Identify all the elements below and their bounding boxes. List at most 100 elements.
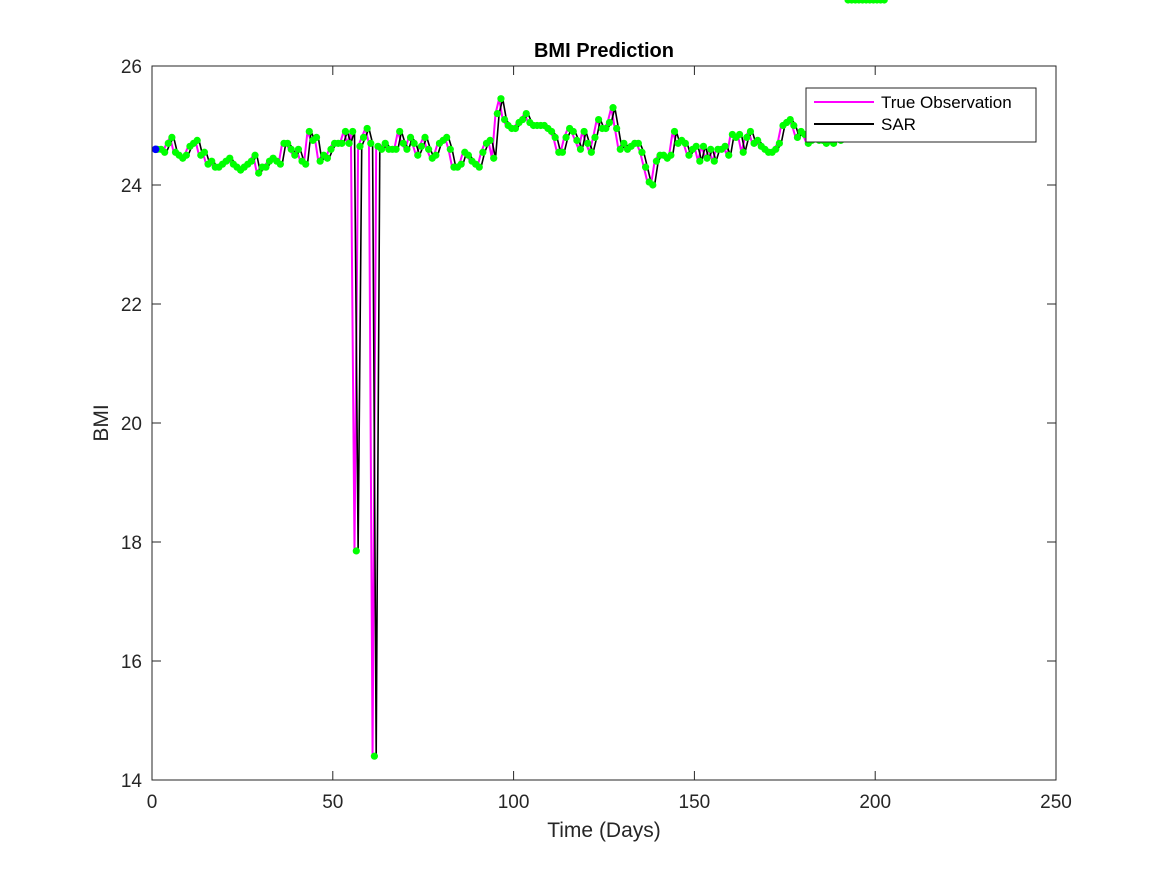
data-point-marker: [341, 127, 350, 136]
data-point-marker: [609, 104, 617, 112]
data-point-marker: [638, 148, 646, 156]
y-tick-label: 22: [121, 295, 142, 316]
data-point-marker: [414, 151, 422, 159]
data-point-marker: [208, 157, 216, 165]
legend-box: [805, 87, 1037, 143]
data-point-marker: [363, 124, 371, 133]
data-point-marker: [287, 145, 295, 153]
data-point-marker: [164, 139, 172, 147]
x-axis-label: Time (Days): [547, 819, 661, 842]
data-point-marker: [620, 139, 628, 147]
data-point-marker: [725, 151, 733, 159]
data-point-marker: [790, 121, 798, 130]
data-point-marker: [432, 151, 440, 159]
data-point-marker: [276, 160, 284, 168]
data-point-marker: [736, 130, 744, 139]
data-point-marker: [161, 148, 169, 156]
x-tick-label: 100: [498, 792, 530, 813]
data-point-marker: [200, 148, 209, 156]
data-point-marker: [294, 145, 303, 153]
data-point-marker: [464, 151, 472, 159]
data-point-marker: [754, 136, 762, 144]
data-point-marker: [667, 151, 675, 159]
data-point-marker: [721, 142, 729, 150]
data-point-marker: [584, 139, 592, 147]
data-point-marker: [580, 127, 588, 136]
data-point-marker: [359, 133, 368, 141]
data-point-marker: [594, 115, 603, 124]
data-point-marker: [457, 160, 465, 168]
tick-layer: 0 50 100 150 200 250 14 16 18 20 22 24 26: [121, 57, 1072, 813]
data-point-marker: [793, 133, 802, 141]
data-point-marker: [613, 124, 621, 133]
data-point-marker: [602, 124, 610, 133]
data-point-marker: [703, 154, 711, 162]
y-tick-label: 20: [121, 414, 142, 435]
data-point-marker: [591, 133, 599, 141]
data-point-marker: [338, 139, 346, 147]
data-point-marker: [421, 133, 429, 141]
data-point-marker: [692, 142, 700, 150]
data-point-marker: [302, 160, 310, 168]
data-point-marker: [551, 133, 559, 141]
data-point-marker: [746, 127, 755, 136]
data-point-marker: [696, 157, 704, 165]
data-point-marker: [312, 133, 321, 141]
data-point-marker: [262, 163, 270, 171]
data-point-marker: [707, 145, 715, 153]
data-point-marker: [406, 133, 415, 141]
x-tick-label: 0: [147, 792, 158, 813]
legend-label-true-observation: True Observation: [881, 93, 1012, 112]
data-point-marker: [396, 127, 404, 136]
x-tick-label: 250: [1040, 792, 1072, 813]
data-point-marker: [417, 142, 425, 150]
data-point-marker: [316, 157, 324, 165]
chart-title: BMI Prediction: [534, 40, 674, 62]
y-axis-label: BMI: [90, 404, 113, 441]
data-point-marker: [193, 136, 201, 144]
data-point-marker: [182, 151, 190, 159]
data-point-marker: [743, 133, 751, 141]
y-tick-label: 18: [121, 533, 142, 554]
data-point-marker: [685, 151, 693, 159]
data-point-marker: [443, 133, 451, 141]
y-tick-label: 14: [121, 771, 143, 792]
data-point-marker: [323, 154, 331, 162]
data-point-marker: [345, 139, 353, 147]
marker-layer: [151, 0, 888, 760]
plot-area: [152, 66, 1056, 780]
data-point-marker: [522, 110, 530, 118]
data-point-marker: [605, 118, 614, 127]
x-tick-label: 200: [859, 792, 891, 813]
data-point-marker: [649, 181, 657, 189]
start-point-marker: [151, 145, 160, 154]
data-point-marker: [786, 115, 794, 124]
data-point-marker: [670, 127, 679, 136]
data-point-marker: [681, 139, 689, 147]
data-point-marker: [284, 139, 292, 147]
data-point-marker: [573, 136, 581, 144]
data-point-marker: [634, 139, 642, 147]
data-point-marker: [616, 145, 624, 153]
data-point-marker: [367, 139, 375, 147]
data-point-marker: [349, 127, 357, 136]
data-point-marker: [410, 139, 418, 147]
data-point-marker: [251, 151, 259, 159]
data-point-marker: [493, 110, 501, 118]
data-point-marker: [652, 157, 661, 165]
data-point-marker: [479, 148, 487, 156]
data-point-marker: [352, 547, 360, 555]
x-tick-label: 50: [322, 792, 343, 813]
data-point-marker: [497, 95, 505, 103]
data-point-marker: [403, 145, 411, 153]
data-point-marker: [370, 752, 378, 760]
data-point-marker: [710, 157, 718, 165]
data-point-marker: [475, 163, 483, 171]
data-point-marker: [641, 163, 650, 171]
data-point-marker: [378, 145, 386, 153]
y-tick-label: 24: [121, 176, 143, 197]
data-point-marker: [775, 139, 783, 147]
data-point-marker: [519, 115, 527, 124]
y-tick-label: 16: [121, 652, 142, 673]
